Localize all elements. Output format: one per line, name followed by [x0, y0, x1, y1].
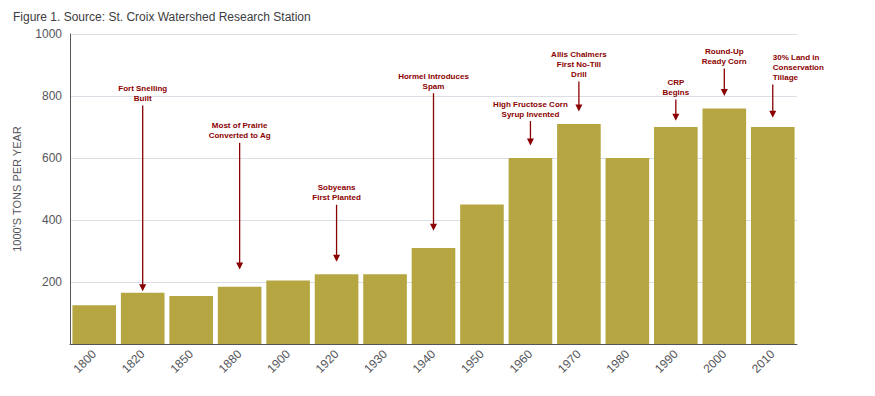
svg-text:1880: 1880: [216, 347, 245, 376]
svg-text:Syrup Invented: Syrup Invented: [502, 110, 560, 119]
svg-text:Allis Chalmers: Allis Chalmers: [551, 50, 607, 59]
svg-text:1960: 1960: [507, 347, 536, 376]
svg-text:200: 200: [42, 275, 62, 289]
svg-text:1930: 1930: [361, 347, 390, 376]
svg-text:600: 600: [42, 151, 62, 165]
svg-text:Drill: Drill: [571, 70, 587, 79]
svg-text:Figure 1. Source: St. Croix Wa: Figure 1. Source: St. Croix Watershed Re…: [13, 10, 311, 24]
svg-text:Begins: Begins: [662, 88, 689, 97]
svg-text:High Fructose Corn: High Fructose Corn: [493, 100, 568, 109]
svg-text:Most of Prairie: Most of Prairie: [212, 121, 268, 130]
svg-text:Ready Corn: Ready Corn: [702, 57, 747, 66]
svg-text:Tillage: Tillage: [773, 73, 799, 82]
svg-text:Built: Built: [134, 94, 152, 103]
svg-text:1990: 1990: [652, 347, 681, 376]
svg-text:1970: 1970: [555, 347, 584, 376]
svg-text:1980: 1980: [604, 347, 633, 376]
svg-text:1940: 1940: [410, 347, 439, 376]
svg-text:30% Land in: 30% Land in: [773, 53, 820, 62]
svg-text:Fort Snelling: Fort Snelling: [118, 84, 167, 93]
svg-text:First Planted: First Planted: [312, 193, 361, 202]
svg-text:Hormel Introduces: Hormel Introduces: [398, 72, 469, 81]
svg-text:400: 400: [42, 213, 62, 227]
svg-text:1950: 1950: [458, 347, 487, 376]
svg-text:Spam: Spam: [423, 82, 445, 91]
svg-text:First No-Till: First No-Till: [557, 60, 601, 69]
svg-text:2010: 2010: [749, 347, 778, 376]
svg-text:1920: 1920: [313, 347, 342, 376]
svg-text:1800: 1800: [70, 347, 99, 376]
svg-text:Round-Up: Round-Up: [705, 47, 744, 56]
svg-text:1900: 1900: [264, 347, 293, 376]
svg-text:CRP: CRP: [667, 78, 685, 87]
svg-text:800: 800: [42, 89, 62, 103]
svg-text:1000'S TONS PER YEAR: 1000'S TONS PER YEAR: [11, 126, 23, 252]
svg-text:Converted to Ag: Converted to Ag: [209, 131, 271, 140]
svg-text:1820: 1820: [119, 347, 148, 376]
svg-text:1000: 1000: [35, 27, 62, 41]
svg-text:Sobyeans: Sobyeans: [318, 183, 356, 192]
svg-text:1850: 1850: [167, 347, 196, 376]
svg-text:2000: 2000: [700, 347, 729, 376]
svg-text:Conservation: Conservation: [773, 63, 824, 72]
